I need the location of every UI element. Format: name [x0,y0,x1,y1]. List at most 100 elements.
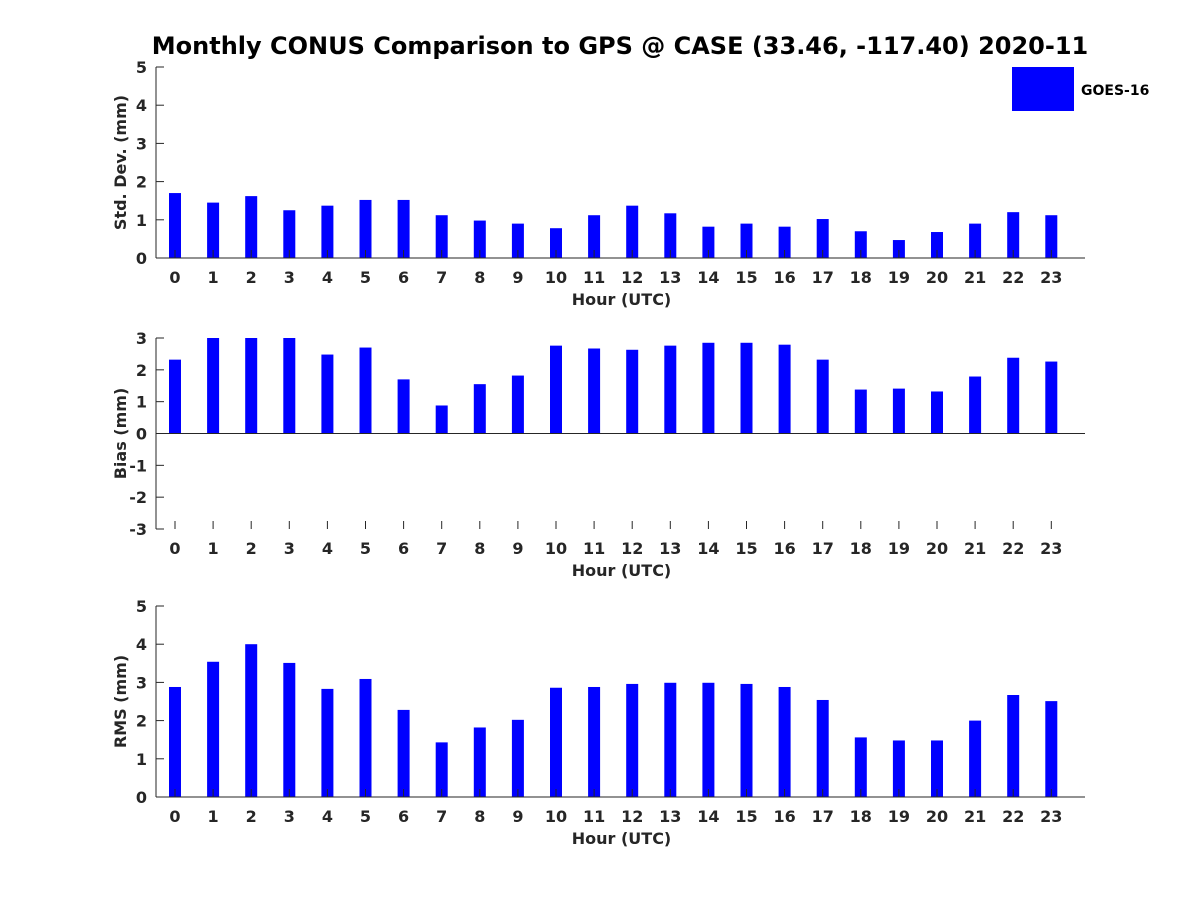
x-tick-label: 13 [659,268,681,287]
x-tick-label: 7 [436,539,447,558]
bar [359,678,372,797]
bar [740,683,753,797]
bar [740,223,753,258]
x-tick-label: 6 [398,539,409,558]
bar [473,220,486,258]
x-tick-label: 10 [545,268,567,287]
bar [702,342,715,434]
x-tick-label: 16 [773,539,795,558]
x-tick-label: 7 [436,268,447,287]
x-tick-label: 17 [812,539,834,558]
x-tick-label: 15 [735,268,757,287]
bar [207,202,220,258]
bar [969,376,982,434]
x-tick-label: 18 [850,807,872,826]
x-axis-label: Hour (UTC) [572,829,672,848]
x-tick-label: 16 [773,268,795,287]
x-tick-label: 11 [583,807,605,826]
bar [283,338,296,434]
bar [702,226,715,258]
x-tick-label: 13 [659,539,681,558]
bar [1045,215,1058,258]
y-axis-label: Bias (mm) [111,388,130,480]
y-tick-label: 1 [136,750,147,769]
x-tick-label: 8 [474,807,485,826]
y-tick-label: 0 [136,788,147,807]
bar [245,338,258,434]
bar [969,720,982,797]
x-tick-label: 21 [964,807,986,826]
x-tick-label: 3 [284,807,295,826]
y-tick-label: 5 [136,58,147,77]
x-tick-label: 17 [812,807,834,826]
x-tick-label: 21 [964,268,986,287]
bar [283,662,296,797]
y-tick-label: 2 [136,173,147,192]
bar [473,727,486,797]
bar [1007,695,1020,797]
y-tick-label: -1 [129,456,147,475]
bar [969,223,982,258]
x-tick-label: 15 [735,807,757,826]
y-tick-label: -2 [129,488,147,507]
x-tick-label: 2 [246,268,257,287]
bar [626,349,639,434]
x-tick-label: 11 [583,539,605,558]
bar [321,354,334,434]
y-tick-label: 3 [136,329,147,348]
y-tick-label: 3 [136,134,147,153]
bar [588,348,601,434]
legend-swatch [1012,67,1074,111]
x-tick-label: 0 [169,539,180,558]
bar [854,389,867,434]
bar [778,686,791,797]
x-tick-label: 9 [512,807,523,826]
x-tick-label: 20 [926,807,948,826]
y-tick-label: 1 [136,393,147,412]
y-tick-label: 3 [136,673,147,692]
bar [702,682,715,797]
bar [321,205,334,258]
bar [550,345,562,434]
x-tick-label: 13 [659,807,681,826]
x-tick-label: 18 [850,268,872,287]
y-tick-label: 4 [136,96,147,115]
bar [435,215,448,258]
bar [511,375,524,434]
x-tick-label: 2 [246,807,257,826]
x-tick-label: 23 [1040,268,1062,287]
bar [283,210,296,258]
x-tick-label: 1 [208,268,219,287]
y-tick-label: 5 [136,597,147,616]
x-tick-label: 14 [697,268,719,287]
x-tick-label: 6 [398,807,409,826]
x-tick-label: 9 [512,268,523,287]
bar [359,199,372,258]
y-tick-label: -3 [129,520,147,539]
bar [854,231,867,258]
bar [816,699,829,797]
x-tick-label: 0 [169,268,180,287]
bar [397,199,410,258]
legend: GOES-16 [1012,67,1149,111]
x-tick-label: 23 [1040,539,1062,558]
y-tick-label: 2 [136,361,147,380]
bar [931,391,943,434]
bar [169,686,181,797]
bar [435,405,448,434]
x-tick-label: 12 [621,539,643,558]
x-tick-label: 19 [888,807,910,826]
bar [588,686,601,797]
bar [931,740,943,797]
y-tick-label: 1 [136,211,147,230]
bar [511,223,524,258]
y-tick-label: 2 [136,712,147,731]
bar [321,688,334,797]
bar [245,644,258,797]
bar [816,219,829,258]
bar [207,661,220,797]
y-axis-label: RMS (mm) [111,655,130,748]
x-tick-label: 16 [773,807,795,826]
x-tick-label: 22 [1002,539,1024,558]
